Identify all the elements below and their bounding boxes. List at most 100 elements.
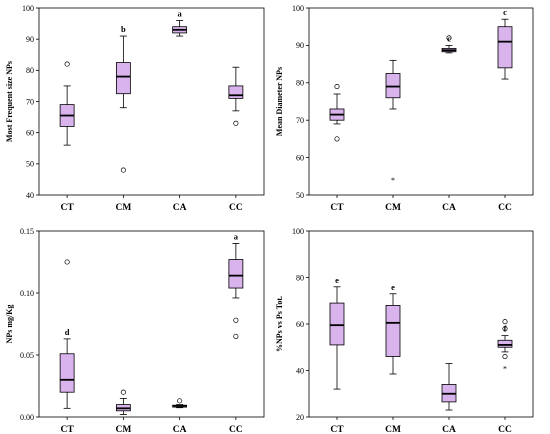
y-tick-label: 40: [296, 366, 304, 375]
y-tick-label: 60: [26, 128, 34, 137]
outlier-point: [177, 398, 183, 404]
x-tick-label-cm: CM: [115, 203, 131, 213]
x-tick-label-ca: CA: [173, 425, 187, 434]
x-tick-label-cc: CC: [229, 425, 243, 434]
x-tick-label-ct: CT: [330, 203, 344, 213]
box-cm: e: [385, 282, 401, 375]
outlier-point: [120, 389, 126, 395]
y-tick-label: 60: [296, 153, 304, 162]
outlier-point: [334, 136, 340, 142]
y-tick-label: 50: [26, 160, 34, 169]
outlier-point: [502, 326, 508, 332]
significance-letter: e: [391, 282, 395, 292]
y-axis-label: Most Frequent size NPs: [5, 61, 14, 142]
outlier-point: [233, 120, 239, 126]
extreme-point: *: [503, 364, 507, 373]
outlier-point: [502, 319, 508, 325]
box-ca: [441, 363, 457, 411]
x-tick-label-cm: CM: [385, 425, 401, 434]
y-tick-label: 50: [296, 191, 304, 200]
box-ca: [172, 398, 188, 409]
chart-panel-top-left: 40 50 60 70 80 90 100 Most Frequent size NPs CT C…: [5, 4, 265, 213]
box-cc: a: [228, 231, 244, 339]
y-tick-label: 60: [296, 320, 304, 329]
chart-panel-top-right: 50 60 70 80 90 100 Mean Diameter NPs CT CM CA CC * c…: [275, 4, 534, 213]
significance-letter: a: [178, 8, 183, 18]
y-tick-label: 80: [296, 273, 304, 282]
significance-letter: b: [121, 24, 126, 34]
y-tick-label: 0.15: [20, 227, 34, 236]
box-iqr: [497, 339, 513, 348]
significance-letter: c: [503, 7, 507, 17]
box-cc: c: [497, 7, 513, 80]
y-axis-label: Mean Diameter NPs: [275, 67, 284, 136]
box-cc: [228, 66, 244, 126]
y-tick-label: 70: [296, 116, 304, 125]
y-tick-label: 70: [26, 97, 34, 106]
y-axis-label: %NPs vs Ps Tot.: [275, 296, 284, 352]
x-tick-label-cc: CC: [498, 425, 512, 434]
extreme-point: *: [391, 176, 395, 185]
y-tick-label: 40: [26, 191, 34, 200]
y-tick-label: 90: [296, 41, 304, 50]
box-iqr: [228, 85, 244, 99]
y-tick-label: 100: [22, 4, 34, 13]
box-ct: e: [329, 275, 345, 390]
outlier-point: [64, 61, 70, 67]
box-iqr: [228, 259, 244, 289]
box-ca: a: [172, 8, 188, 37]
y-tick-label: 0.10: [20, 289, 34, 298]
y-axis-label: NPs mg/Kg: [5, 305, 14, 344]
plot-frame: [38, 7, 265, 196]
box-iqr: [497, 26, 513, 69]
y-tick-label: 0.05: [20, 351, 34, 360]
y-tick-label: 0.00: [20, 413, 34, 422]
box-ct: [59, 61, 75, 146]
y-tick-label: 80: [296, 79, 304, 88]
significance-letter: d: [65, 327, 70, 337]
y-tick-label: 20: [296, 413, 304, 422]
y-tick-label: 80: [26, 66, 34, 75]
box-iqr: [385, 304, 401, 357]
plot-frame: [308, 7, 534, 196]
outlier-point: [233, 333, 239, 339]
y-tick-label: 90: [26, 35, 34, 44]
box-iqr: [385, 73, 401, 99]
box-cm: *: [385, 59, 401, 185]
significance-letter: f: [504, 324, 507, 334]
x-tick-label-ca: CA: [173, 203, 187, 213]
y-tick-label: 100: [292, 4, 304, 13]
x-tick-label-ct: CT: [330, 425, 344, 434]
x-tick-label-cm: CM: [385, 203, 401, 213]
box-cc: *f: [497, 319, 513, 373]
box-iqr: [115, 62, 131, 95]
outlier-point: [64, 259, 70, 265]
y-tick-label: 100: [292, 227, 304, 236]
significance-letter: e: [335, 275, 339, 285]
box-ct: [329, 83, 345, 142]
box-iqr: [329, 302, 345, 346]
outlier-point: [120, 167, 126, 173]
box-ca: c: [441, 33, 457, 54]
box-cm: [115, 389, 131, 415]
box-iqr: [59, 353, 75, 393]
box-cm: b: [115, 24, 131, 173]
x-tick-label-ct: CT: [61, 425, 75, 434]
x-tick-label-cc: CC: [229, 203, 243, 213]
box-ct: d: [59, 259, 75, 409]
x-tick-label-cm: CM: [115, 425, 131, 434]
outlier-point: [502, 353, 508, 360]
chart-panel-bottom-left: 0.00 0.05 0.10 0.15 NPs mg/Kg CT CM CA CC d a: [5, 227, 265, 434]
significance-letter: c: [447, 33, 451, 43]
significance-letter: a: [234, 231, 239, 241]
x-tick-label-ca: CA: [442, 203, 456, 213]
outlier-point: [334, 83, 340, 90]
outlier-point: [233, 317, 239, 323]
x-tick-label-cc: CC: [498, 203, 512, 213]
plot-frame: [38, 230, 265, 418]
x-tick-label-ca: CA: [442, 425, 456, 434]
outlier-point: [446, 35, 452, 41]
x-tick-label-ct: CT: [61, 203, 75, 213]
